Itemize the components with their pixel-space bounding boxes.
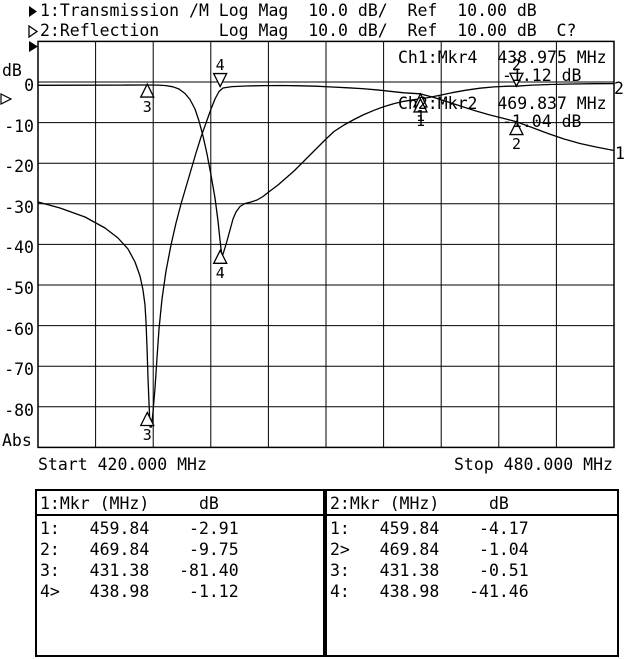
marker-1-trace1-number: 1	[415, 107, 425, 126]
channel1-title: 1:Transmission /M Log Mag 10.0 dB/ Ref 1…	[40, 1, 537, 20]
marker-3-trace2-number: 3	[142, 97, 152, 116]
marker-4-trace1-number: 4	[215, 56, 225, 75]
marker-table-ch2-rows: 1: 459.84 -4.17 2> 469.84 -1.04 3: 431.3…	[330, 519, 529, 601]
marker-3-trace1-icon	[139, 411, 155, 427]
y-tick-label: -30	[4, 197, 34, 217]
marker-table-ch2: 2:Mkr (MHz) dB 1: 459.84 -4.17 2> 469.84…	[325, 489, 619, 657]
y-tick-label: -80	[4, 400, 34, 420]
marker-1-trace2-number: 1	[415, 112, 425, 131]
marker-symbols	[139, 72, 525, 427]
y-tick-label: -50	[4, 279, 34, 298]
y-axis-abs-label: Abs	[2, 431, 32, 450]
marker-1-trace2-icon	[412, 97, 429, 113]
marker-2-trace1-number: 2	[511, 135, 521, 154]
marker-4-trace1-icon	[212, 72, 228, 89]
traces	[37, 82, 615, 428]
y-axis-unit-label: dB	[2, 61, 22, 80]
marker-4-trace2-icon	[212, 248, 228, 264]
marker-table-ch1: 1:Mkr (MHz) dB 1: 459.84 -2.91 2: 469.84…	[35, 489, 325, 657]
ch1-marker-readout-value: -1.12 dB	[502, 66, 582, 85]
y-tick-label: -60	[4, 319, 34, 339]
y-tick-label: -20	[4, 157, 34, 177]
trace2-end-label: 2	[614, 79, 624, 98]
marker-4-trace2-number: 4	[215, 263, 225, 282]
ch2-flag-icon	[28, 24, 39, 39]
marker-2-trace2-icon	[508, 72, 524, 88]
trace1-end-label: 1	[615, 144, 625, 163]
ref-level-marker-icon	[29, 41, 38, 52]
y-tick-label: 0	[24, 76, 34, 95]
trace-1-transmission	[37, 84, 615, 428]
marker-3-trace1-number: 3	[142, 425, 152, 444]
ch1-marker-readout: Ch1:Mkr4 438.975 MHz	[398, 48, 607, 67]
x-axis-stop-label: Stop 480.000 MHz	[454, 455, 613, 474]
marker-table-ch2-header: 2:Mkr (MHz) dB	[327, 491, 617, 516]
ch2-marker-readout: Ch2:Mkr2 469.837 MHz	[398, 94, 607, 113]
marker-2-trace1-icon	[508, 120, 525, 136]
marker-2-trace2-number: 2	[511, 55, 521, 74]
ch1-active-flag-icon	[29, 6, 37, 17]
y-tick-label: -70	[4, 360, 34, 380]
y-tick-label: -10	[4, 116, 34, 136]
y-tick-label: -40	[4, 238, 34, 258]
trace-2-reflection	[37, 82, 615, 258]
trace2-ref-marker-icon	[0, 93, 13, 105]
ch2-marker-readout-value: -1.04 dB	[502, 112, 582, 131]
marker-3-trace2-icon	[139, 82, 155, 98]
marker-table-ch1-header: 1:Mkr (MHz) dB	[37, 491, 323, 516]
channel2-title: 2:Reflection Log Mag 10.0 dB/ Ref 10.00 …	[40, 21, 577, 40]
marker-table-ch1-rows: 1: 459.84 -2.91 2: 469.84 -9.75 3: 431.3…	[40, 519, 239, 601]
x-axis-start-label: Start 420.000 MHz	[38, 455, 207, 474]
